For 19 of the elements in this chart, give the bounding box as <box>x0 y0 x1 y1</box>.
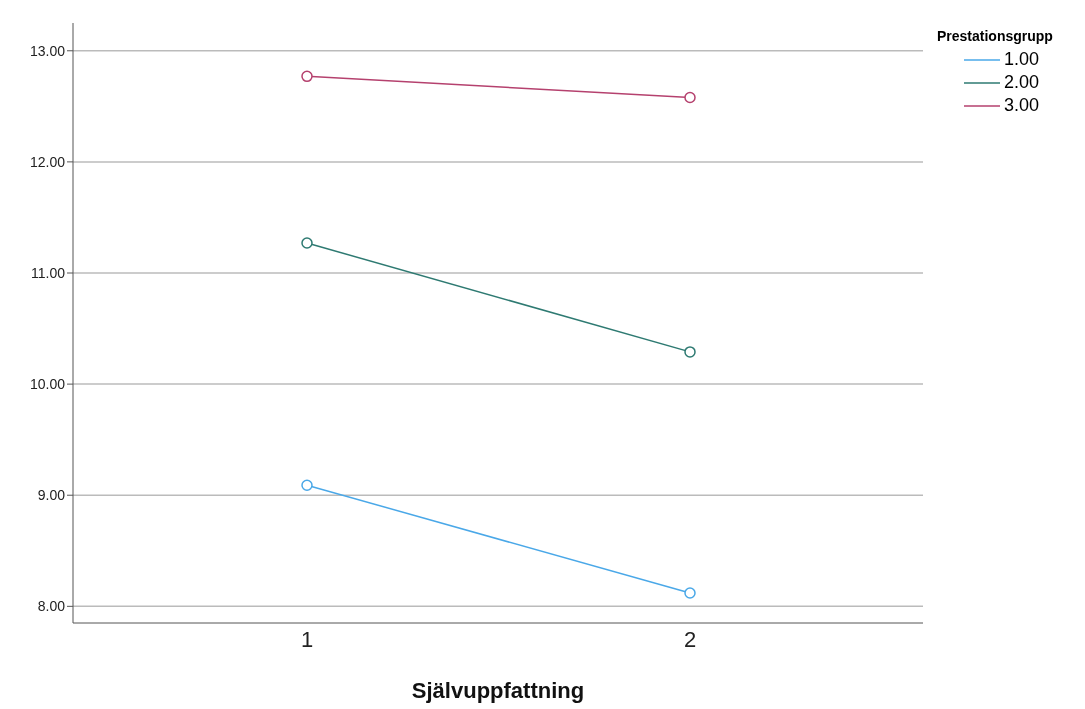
x-tick-label: 1 <box>300 626 314 652</box>
point <box>301 479 313 491</box>
y-tick-label: 10.00 <box>29 376 66 393</box>
point <box>301 70 313 83</box>
y-tick-label: 11.00 <box>31 264 66 281</box>
x-axis-title: Självuppfattning <box>411 678 585 703</box>
y-tick-label: 12.00 <box>29 153 66 170</box>
y-tick-label: 8.00 <box>37 598 66 615</box>
legend-label: 2.00 <box>1004 71 1040 94</box>
point <box>301 237 313 249</box>
y-tick-label: 13.00 <box>29 42 66 59</box>
legend-label: 1.00 <box>1004 48 1040 71</box>
x-tick-label: 2 <box>683 626 697 652</box>
legend-title: Prestationsgrupp <box>937 28 1054 44</box>
point <box>684 91 696 104</box>
y-tick-label: 9.00 <box>37 487 66 504</box>
legend-label: 3.00 <box>1004 94 1040 117</box>
point <box>684 587 696 599</box>
point <box>684 346 696 358</box>
